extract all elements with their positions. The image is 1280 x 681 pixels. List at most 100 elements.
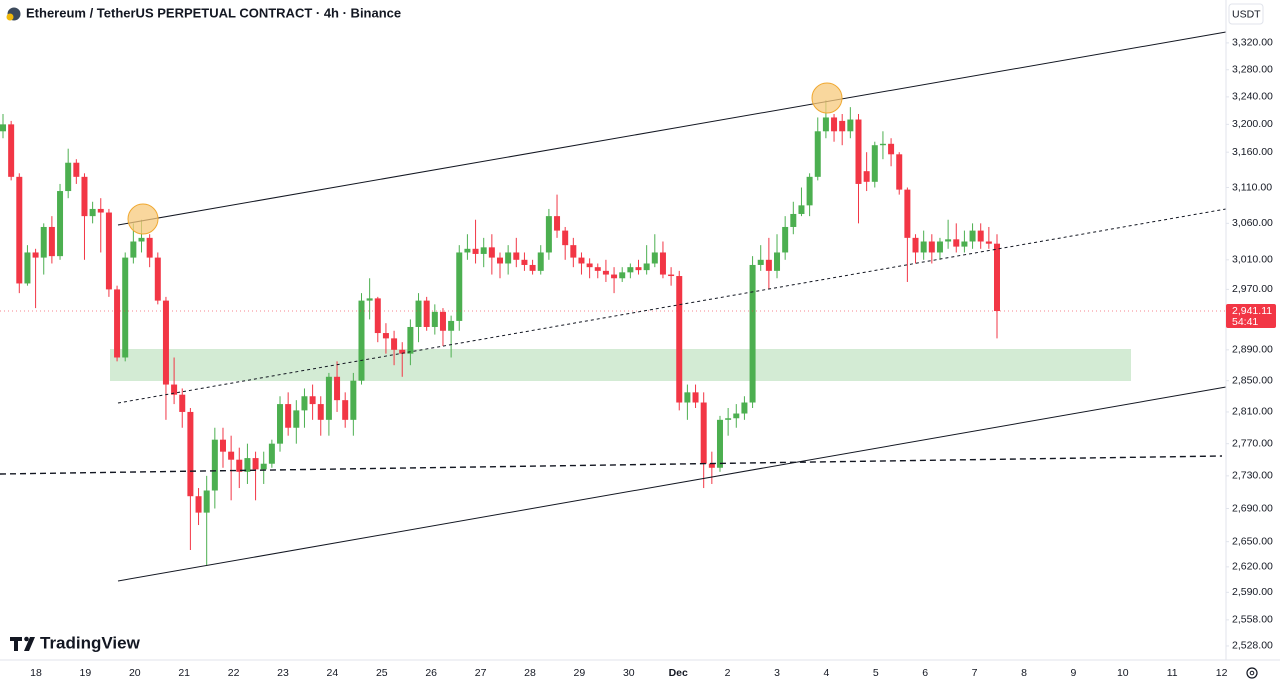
candle-body [798, 205, 805, 214]
candle-body [391, 338, 398, 350]
candle-body [716, 419, 723, 468]
candle-body [228, 451, 235, 460]
candle-body [635, 267, 642, 271]
candle-body [317, 404, 324, 420]
candle-body [179, 394, 186, 412]
x-tick-label: 23 [277, 667, 289, 679]
x-tick-label: 24 [327, 667, 339, 679]
candle-body [871, 145, 878, 182]
candle-body [700, 402, 707, 464]
y-tick-label: 2,528.00 [1232, 640, 1273, 652]
candle-body [24, 252, 31, 284]
candle-body [814, 131, 821, 177]
settings-button-core [1249, 670, 1255, 676]
candle-body [782, 226, 789, 253]
candle-body [309, 396, 316, 405]
candle-body [415, 300, 422, 327]
candle-body [48, 226, 55, 257]
x-tick-label: 5 [873, 667, 879, 679]
candle-body [725, 418, 732, 420]
x-tick-label: 30 [623, 667, 635, 679]
y-tick-label: 2,770.00 [1232, 437, 1273, 449]
candle-body [831, 117, 838, 132]
candle-body [154, 257, 161, 301]
settings-button[interactable] [1246, 667, 1258, 679]
candle-body [847, 119, 854, 132]
candle-body [277, 404, 284, 444]
x-tick-label: 9 [1070, 667, 1076, 679]
candle-body [806, 176, 813, 206]
candle-body [32, 252, 39, 258]
x-tick-label: 21 [178, 667, 190, 679]
candle-body [65, 162, 72, 192]
candle-body [0, 124, 6, 132]
candle-body [668, 274, 675, 277]
candle-body [692, 392, 699, 403]
candle-body [822, 117, 829, 132]
x-tick-label: 11 [1167, 667, 1178, 679]
y-tick-label: 2,810.00 [1232, 406, 1273, 418]
brand-logo [10, 637, 35, 651]
y-tick-label: 2,730.00 [1232, 470, 1273, 482]
candle-body [73, 162, 80, 177]
candle-body [480, 247, 487, 254]
candle-body [611, 274, 618, 279]
axes: 3,320.00 3,280.00 3,240.00 3,200.00 3,160.00… [30, 37, 1276, 679]
y-tick-label: 3,240.00 [1232, 91, 1273, 103]
last-price-box [1226, 304, 1276, 329]
x-tick-label: 25 [376, 667, 388, 679]
last-price-label: 2,941.11 [1232, 305, 1272, 317]
candle-body [244, 458, 251, 472]
candle-body [146, 237, 153, 258]
candle-body [211, 439, 218, 491]
currency-box[interactable] [1228, 3, 1264, 25]
candle-body [920, 241, 927, 253]
candle-body [472, 248, 479, 254]
candle-body [171, 384, 178, 395]
y-tick-label: 2,620.00 [1232, 561, 1273, 573]
x-tick-label: 20 [129, 667, 141, 679]
candle-body [513, 252, 520, 260]
y-tick-label: 3,160.00 [1232, 146, 1273, 158]
candle-body [334, 376, 341, 401]
candle-body [774, 252, 781, 271]
candle-body [187, 411, 194, 497]
candle-body [325, 376, 332, 420]
currency-label[interactable]: USDT [1232, 8, 1261, 20]
candle-body [578, 257, 585, 264]
candle-body [969, 230, 976, 242]
candle-body [994, 243, 1000, 312]
x-tick-label: 22 [228, 667, 240, 679]
channel-mid-line [117, 208, 1227, 404]
x-tick-label: 29 [574, 667, 586, 679]
candle-body [358, 300, 365, 381]
candle-body [651, 252, 658, 264]
candle-body [602, 270, 609, 275]
countdown-label: 54:41 [1232, 316, 1258, 328]
candle-body [936, 241, 943, 253]
x-tick-label: 8 [1021, 667, 1027, 679]
candle-body [236, 459, 243, 472]
candle-body [554, 216, 561, 231]
candle-body [619, 272, 626, 279]
candle-body [708, 463, 715, 468]
channel-upper-line [117, 31, 1227, 226]
candle-body [961, 241, 968, 247]
candle-body [366, 298, 373, 301]
candle-body [342, 400, 349, 420]
candle-body [293, 410, 300, 428]
candle-body [260, 463, 267, 470]
chart-title[interactable]: Ethereum / TetherUS PERPETUAL CONTRACT ·… [26, 5, 401, 20]
candle-body [790, 213, 797, 227]
y-tick-label: 3,010.00 [1232, 254, 1273, 266]
candle-body [8, 124, 15, 177]
candle-body [749, 264, 756, 403]
candle-body [407, 326, 414, 354]
candle-body [741, 402, 748, 414]
candle-body [439, 311, 446, 331]
candle-body [879, 143, 886, 146]
candle-body [431, 311, 438, 327]
x-tick-label: 10 [1117, 667, 1129, 679]
